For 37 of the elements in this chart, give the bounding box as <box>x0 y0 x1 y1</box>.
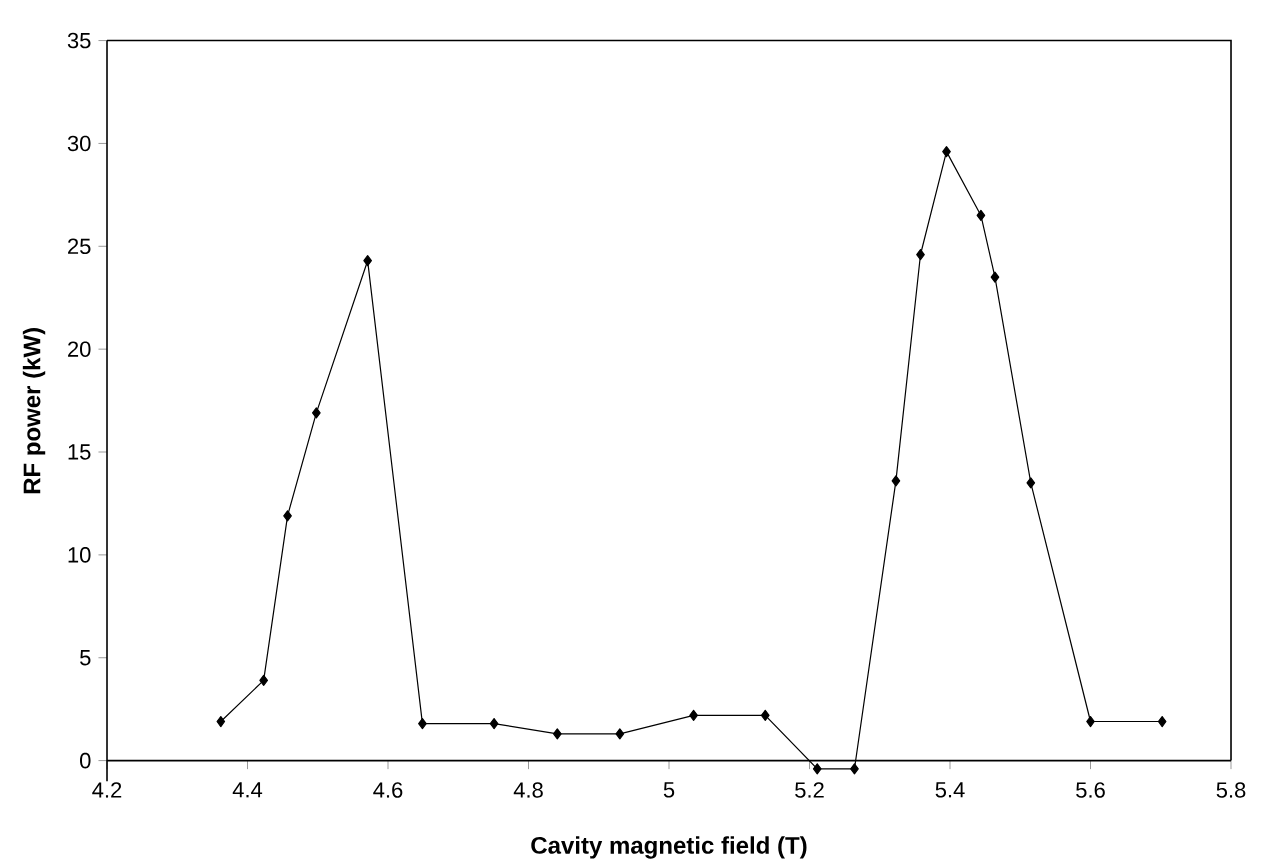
point <box>489 717 499 730</box>
x-tick-label: 5.4 <box>935 782 965 798</box>
x-tick-label: 4.2 <box>92 782 122 798</box>
y-axis-title: RF power (kW) <box>22 328 46 494</box>
y-tick-label: 25 <box>68 238 91 255</box>
x-tick-label: 4.4 <box>232 782 263 798</box>
y-tick-label: 15 <box>68 444 91 460</box>
x-tick-label: 4.8 <box>513 782 543 798</box>
point <box>812 763 822 775</box>
y-tick-label: 5 <box>80 650 91 666</box>
x-tick-label: 5.8 <box>1216 782 1246 798</box>
point <box>283 510 292 522</box>
point <box>216 715 226 728</box>
point <box>891 475 901 487</box>
point <box>312 407 321 419</box>
point <box>850 763 859 775</box>
y-tick-label: 20 <box>68 341 91 357</box>
y-tick-label: 35 <box>67 32 91 49</box>
point <box>615 728 625 740</box>
point <box>1026 477 1036 489</box>
x-tick-label: 5 <box>663 782 675 798</box>
point <box>976 209 986 222</box>
point <box>552 728 562 740</box>
point <box>259 674 269 686</box>
point <box>689 709 698 721</box>
y-tick-label: 30 <box>67 135 91 152</box>
point <box>363 255 372 267</box>
y-tick-label: 10 <box>68 547 91 563</box>
x-tick-label: 4.6 <box>373 782 403 798</box>
point <box>1157 715 1167 728</box>
point <box>760 709 770 721</box>
x-tick-label: 5.2 <box>795 782 824 798</box>
x-tick-label: 5.6 <box>1076 782 1105 798</box>
point <box>990 271 1000 283</box>
point <box>942 146 951 158</box>
y-tick-label: 0 <box>80 752 91 769</box>
x-axis-title: Cavity magnetic field (T) <box>531 836 807 859</box>
